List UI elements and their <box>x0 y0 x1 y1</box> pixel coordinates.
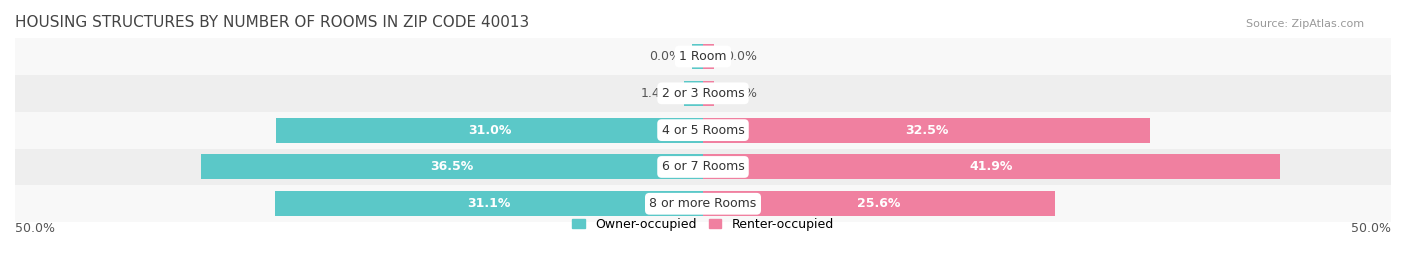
Text: 31.1%: 31.1% <box>467 197 510 210</box>
Text: Source: ZipAtlas.com: Source: ZipAtlas.com <box>1246 19 1364 29</box>
Bar <box>15 112 1391 148</box>
Text: 32.5%: 32.5% <box>905 124 948 137</box>
Bar <box>703 44 714 69</box>
Bar <box>703 81 714 106</box>
Bar <box>703 191 1056 216</box>
Text: 1.4%: 1.4% <box>641 87 672 100</box>
Text: 6 or 7 Rooms: 6 or 7 Rooms <box>662 160 744 174</box>
Text: 2 or 3 Rooms: 2 or 3 Rooms <box>662 87 744 100</box>
Bar <box>703 154 1279 179</box>
Text: 0.0%: 0.0% <box>725 87 756 100</box>
Legend: Owner-occupied, Renter-occupied: Owner-occupied, Renter-occupied <box>572 218 834 231</box>
Text: 0.0%: 0.0% <box>650 50 681 63</box>
Text: 25.6%: 25.6% <box>858 197 901 210</box>
Bar <box>277 118 703 143</box>
Text: 4 or 5 Rooms: 4 or 5 Rooms <box>662 124 744 137</box>
Text: 0.0%: 0.0% <box>725 50 756 63</box>
Text: 50.0%: 50.0% <box>15 222 55 235</box>
Bar <box>201 154 703 179</box>
Text: 1 Room: 1 Room <box>679 50 727 63</box>
Text: 31.0%: 31.0% <box>468 124 512 137</box>
Bar <box>683 81 703 106</box>
Text: HOUSING STRUCTURES BY NUMBER OF ROOMS IN ZIP CODE 40013: HOUSING STRUCTURES BY NUMBER OF ROOMS IN… <box>15 15 529 30</box>
Text: 8 or more Rooms: 8 or more Rooms <box>650 197 756 210</box>
Text: 41.9%: 41.9% <box>970 160 1012 174</box>
Bar <box>15 148 1391 185</box>
Text: 36.5%: 36.5% <box>430 160 474 174</box>
Bar <box>15 185 1391 222</box>
Bar <box>276 191 703 216</box>
Text: 50.0%: 50.0% <box>1351 222 1391 235</box>
Bar <box>15 75 1391 112</box>
Bar <box>692 44 703 69</box>
Bar <box>703 118 1150 143</box>
Bar <box>15 38 1391 75</box>
